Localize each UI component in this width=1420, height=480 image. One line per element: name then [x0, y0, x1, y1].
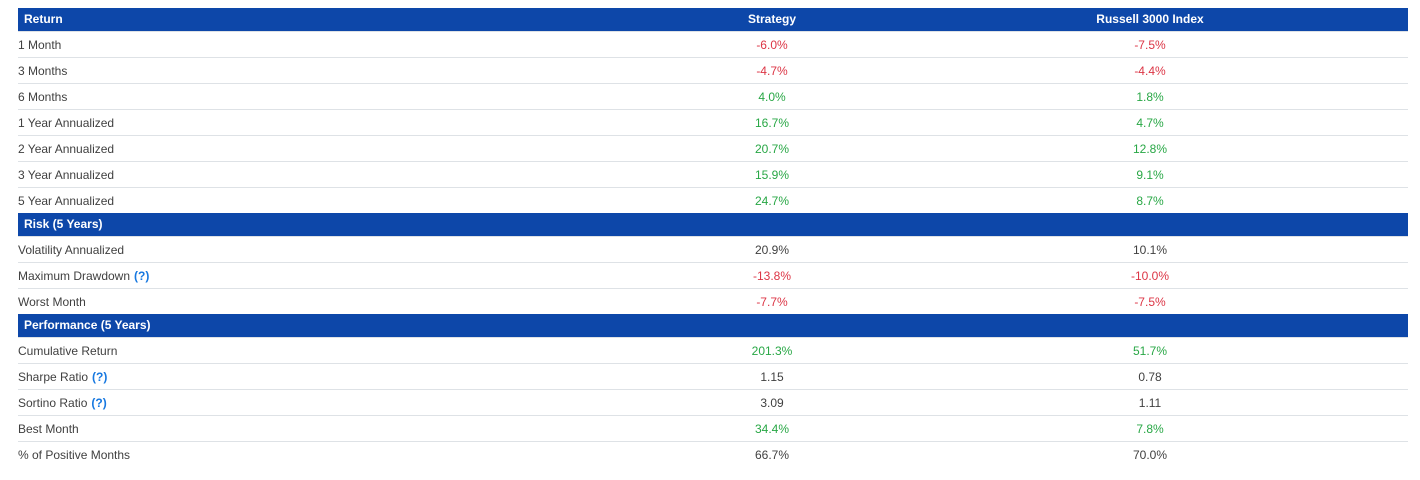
row-label-cell: Volatility Annualized	[18, 236, 652, 263]
row-label: 1 Year Annualized	[18, 115, 115, 130]
strategy-value: -7.7%	[652, 288, 892, 314]
table-row: Maximum Drawdown (?) -13.8% -10.0%	[18, 262, 1408, 289]
row-label-cell: 1 Month	[18, 31, 652, 58]
index-value: 7.8%	[892, 415, 1408, 442]
table-row: 3 Months -4.7% -4.4%	[18, 57, 1408, 84]
table-row: Worst Month -7.7% -7.5%	[18, 288, 1408, 314]
index-value: -4.4%	[892, 57, 1408, 84]
row-label: Maximum Drawdown	[18, 268, 131, 283]
row-label: 3 Months	[18, 63, 68, 78]
strategy-value: -4.7%	[652, 57, 892, 84]
table-row: % of Positive Months 66.7% 70.0%	[18, 441, 1408, 467]
index-value: 12.8%	[892, 135, 1408, 162]
section-header-label: Risk (5 Years)	[18, 213, 1408, 237]
index-value: 1.8%	[892, 83, 1408, 110]
row-label-cell: Worst Month	[18, 288, 652, 314]
row-label-cell: 1 Year Annualized	[18, 109, 652, 136]
row-label: 6 Months	[18, 89, 68, 104]
strategy-value: 4.0%	[652, 83, 892, 110]
row-label-cell: Maximum Drawdown (?)	[18, 262, 652, 289]
row-label-cell: 2 Year Annualized	[18, 135, 652, 162]
row-label: Cumulative Return	[18, 343, 118, 358]
strategy-value: 201.3%	[652, 337, 892, 364]
row-label: 2 Year Annualized	[18, 141, 115, 156]
strategy-value: 3.09	[652, 389, 892, 416]
index-value: 10.1%	[892, 236, 1408, 263]
row-label-cell: Sortino Ratio (?)	[18, 389, 652, 416]
row-label-cell: 6 Months	[18, 83, 652, 110]
row-label: 3 Year Annualized	[18, 167, 115, 182]
table-row: 6 Months 4.0% 1.8%	[18, 83, 1408, 110]
row-label-cell: 3 Year Annualized	[18, 161, 652, 188]
table-row: 2 Year Annualized 20.7% 12.8%	[18, 135, 1408, 162]
section-header-risk: Risk (5 Years)	[18, 213, 1408, 237]
row-label: Worst Month	[18, 294, 86, 309]
table-row: Best Month 34.4% 7.8%	[18, 415, 1408, 442]
row-label: % of Positive Months	[18, 447, 131, 462]
row-label-cell: Cumulative Return	[18, 337, 652, 364]
strategy-value: 1.15	[652, 363, 892, 390]
section-header-label: Performance (5 Years)	[18, 314, 1408, 338]
table-row: Sharpe Ratio (?) 1.15 0.78	[18, 363, 1408, 390]
index-value: 51.7%	[892, 337, 1408, 364]
index-value: 9.1%	[892, 161, 1408, 188]
performance-table: Return Strategy Russell 3000 Index 1 Mon…	[18, 8, 1408, 467]
strategy-value: 20.7%	[652, 135, 892, 162]
column-header-return: Return	[18, 8, 652, 32]
table-header-row: Return Strategy Russell 3000 Index	[18, 8, 1408, 32]
help-icon[interactable]: (?)	[92, 369, 108, 384]
index-value: -7.5%	[892, 288, 1408, 314]
row-label-cell: 3 Months	[18, 57, 652, 84]
row-label-cell: % of Positive Months	[18, 441, 652, 467]
help-icon[interactable]: (?)	[91, 395, 107, 410]
strategy-value: 24.7%	[652, 187, 892, 213]
strategy-value: 15.9%	[652, 161, 892, 188]
table-row: 3 Year Annualized 15.9% 9.1%	[18, 161, 1408, 188]
index-value: 8.7%	[892, 187, 1408, 213]
strategy-value: 66.7%	[652, 441, 892, 467]
table-row: 1 Month -6.0% -7.5%	[18, 31, 1408, 58]
row-label: Volatility Annualized	[18, 242, 125, 257]
strategy-value: 20.9%	[652, 236, 892, 263]
index-value: -7.5%	[892, 31, 1408, 58]
strategy-value: -13.8%	[652, 262, 892, 289]
strategy-value: -6.0%	[652, 31, 892, 58]
row-label: Sortino Ratio	[18, 395, 88, 410]
row-label: 5 Year Annualized	[18, 193, 115, 208]
row-label-cell: Sharpe Ratio (?)	[18, 363, 652, 390]
table-row: 5 Year Annualized 24.7% 8.7%	[18, 187, 1408, 213]
row-label-cell: Best Month	[18, 415, 652, 442]
index-value: 1.11	[892, 389, 1408, 416]
row-label-cell: 5 Year Annualized	[18, 187, 652, 213]
section-header-performance: Performance (5 Years)	[18, 314, 1408, 338]
page: Return Strategy Russell 3000 Index 1 Mon…	[0, 8, 1420, 480]
index-value: 0.78	[892, 363, 1408, 390]
column-header-strategy: Strategy	[652, 8, 892, 32]
table-row: Cumulative Return 201.3% 51.7%	[18, 337, 1408, 364]
row-label: 1 Month	[18, 37, 62, 52]
column-header-index: Russell 3000 Index	[892, 8, 1408, 32]
table-row: Volatility Annualized 20.9% 10.1%	[18, 236, 1408, 263]
strategy-value: 16.7%	[652, 109, 892, 136]
index-value: 70.0%	[892, 441, 1408, 467]
row-label: Sharpe Ratio	[18, 369, 89, 384]
help-icon[interactable]: (?)	[134, 268, 150, 283]
row-label: Best Month	[18, 421, 79, 436]
table-row: Sortino Ratio (?) 3.09 1.11	[18, 389, 1408, 416]
index-value: 4.7%	[892, 109, 1408, 136]
strategy-value: 34.4%	[652, 415, 892, 442]
table-row: 1 Year Annualized 16.7% 4.7%	[18, 109, 1408, 136]
index-value: -10.0%	[892, 262, 1408, 289]
